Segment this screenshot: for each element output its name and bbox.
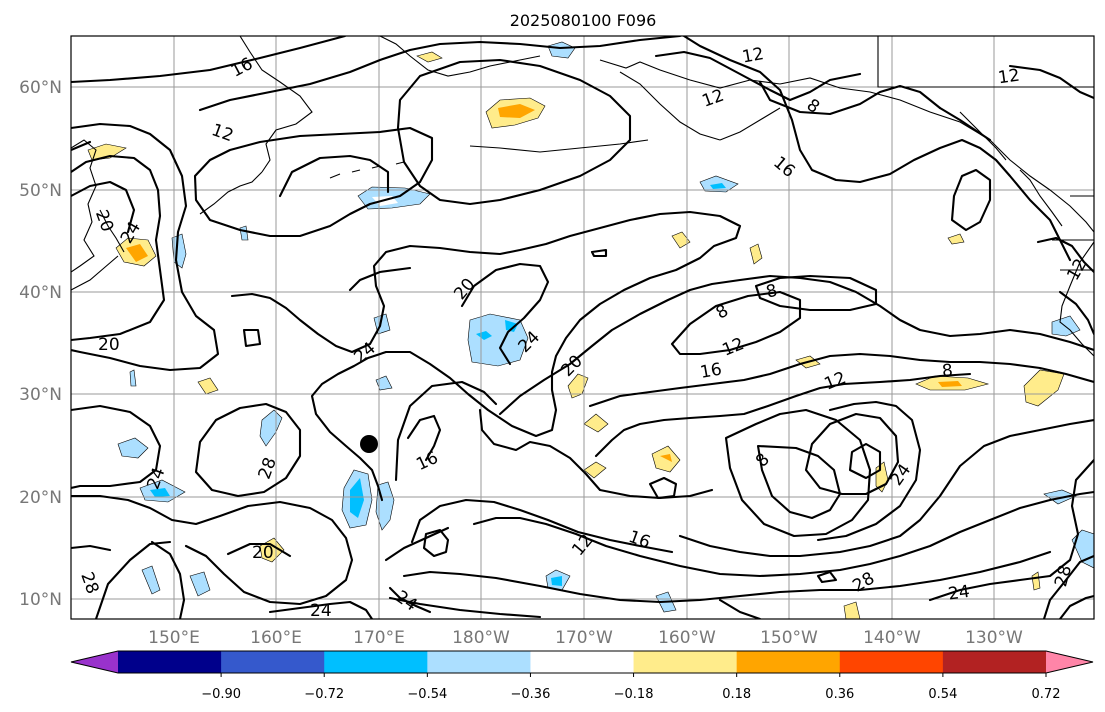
colorbar-segment — [118, 651, 222, 673]
lon-label: 160°W — [658, 628, 716, 648]
lat-label: 40°N — [19, 283, 62, 303]
colorbar — [70, 650, 1094, 677]
colorbar-tick-label: −0.72 — [304, 687, 344, 702]
contour-label: 16 — [699, 359, 724, 382]
storm-marker — [360, 435, 378, 453]
shading-patches — [87, 41, 1094, 619]
colorbar-tick-label: −0.18 — [614, 687, 654, 702]
colorbar-segment — [427, 651, 531, 673]
map-title: 2025080100 F096 — [510, 11, 657, 30]
latitude-labels: 60°N 50°N 40°N 30°N 20°N 10°N — [19, 78, 62, 610]
coastlines — [71, 36, 1094, 357]
lon-label: 180°W — [452, 628, 510, 648]
contour-label: 12 — [997, 65, 1021, 88]
colorbar-tick-label: −0.36 — [511, 687, 551, 702]
contour-label: 8 — [941, 361, 954, 382]
colorbar-tick-label: 0.54 — [928, 687, 957, 702]
colorbar-segment — [530, 651, 635, 673]
colorbar-segment — [324, 651, 428, 673]
contour-label: 20 — [98, 335, 120, 355]
colorbar-tick-label: 0.18 — [722, 687, 751, 702]
lat-label: 30°N — [19, 385, 62, 405]
lat-label: 10°N — [19, 590, 62, 610]
lon-label: 160°E — [250, 628, 302, 648]
lon-label: 170°E — [353, 628, 405, 648]
colorbar-segment — [942, 651, 1047, 673]
colorbar-segment — [736, 651, 841, 673]
colorbar-extend-high — [1046, 651, 1093, 673]
lon-label: 130°W — [965, 628, 1023, 648]
contours — [71, 36, 1094, 619]
lat-label: 20°N — [19, 488, 62, 508]
lat-label: 60°N — [19, 78, 62, 98]
contour-label: 8 — [764, 281, 780, 303]
contour-label: 24 — [310, 601, 332, 621]
longitude-labels: 150°E 160°E 170°E 180°W 170°W 160°W 150°… — [148, 628, 1023, 648]
colorbar-segment — [839, 651, 944, 673]
lon-label: 140°W — [863, 628, 921, 648]
lon-label: 170°W — [555, 628, 613, 648]
colorbar-labels: −0.90 −0.72 −0.54 −0.36 −0.18 0.18 0.36 0.54 0.7… — [201, 687, 1061, 702]
lon-label: 150°E — [148, 628, 200, 648]
colorbar-tick-label: −0.90 — [201, 687, 241, 702]
map-area: 16 12 12 12 8 16 24 20 20 24 20 8 8 12 1… — [71, 36, 1094, 621]
contour-label: 20 — [252, 543, 274, 563]
contour-label: 12 — [741, 44, 766, 67]
colorbar-segment — [221, 651, 325, 673]
colorbar-tick-label: 0.72 — [1032, 687, 1061, 702]
contour-label: 24 — [947, 582, 971, 605]
graticule — [71, 36, 1094, 619]
lon-label: 150°W — [760, 628, 818, 648]
map-frame — [70, 35, 1095, 620]
colorbar-tick-label: 0.36 — [825, 687, 854, 702]
lat-label: 50°N — [19, 181, 62, 201]
colorbar-extend-low — [71, 651, 118, 673]
colorbar-segment — [633, 651, 738, 673]
colorbar-outline — [70, 650, 1094, 674]
colorbar-tick-label: −0.54 — [407, 687, 447, 702]
